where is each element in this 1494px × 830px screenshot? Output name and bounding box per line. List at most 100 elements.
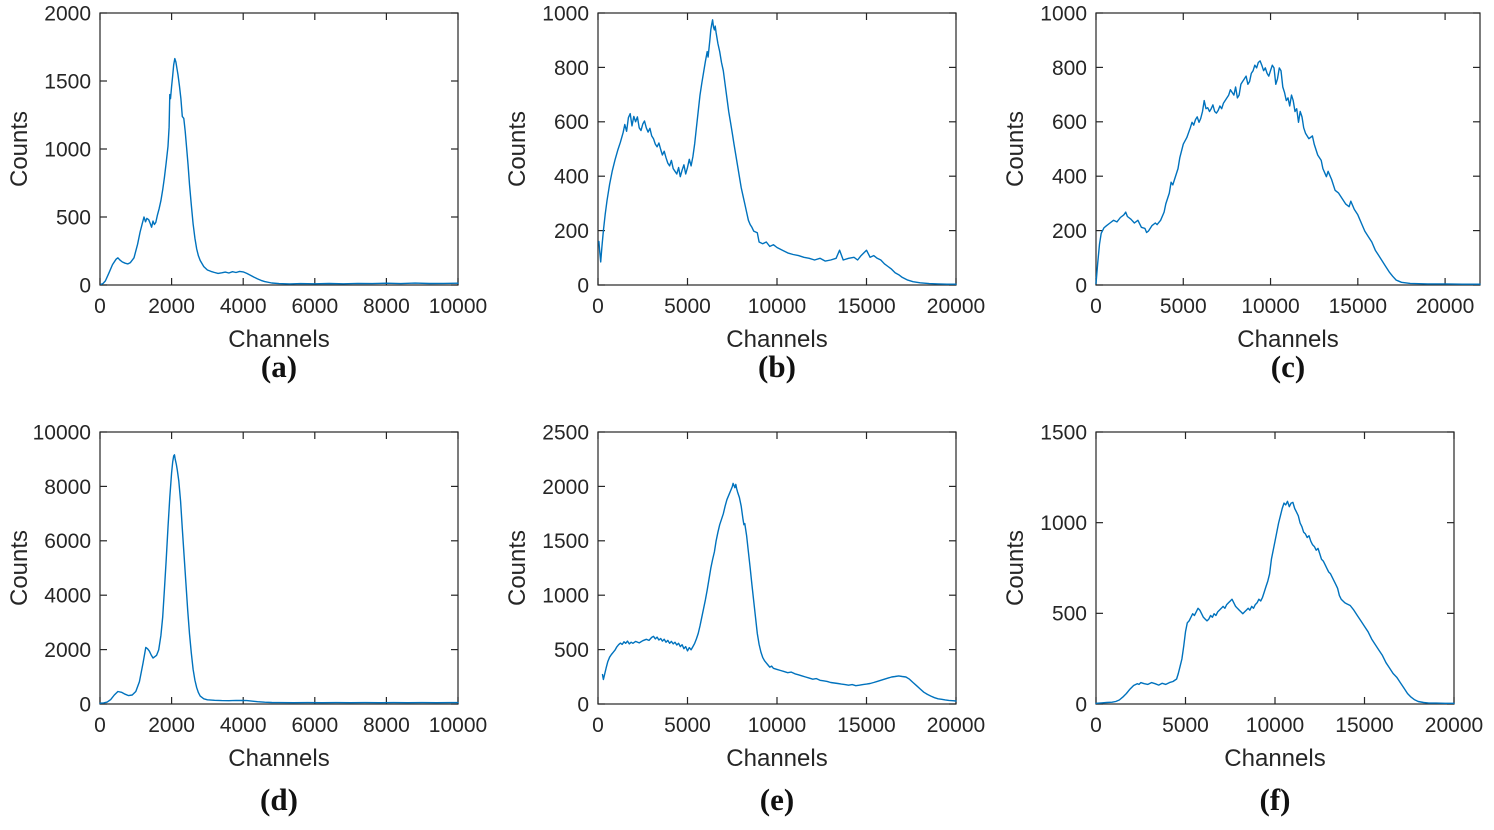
- x-tick-label: 8000: [363, 714, 410, 737]
- x-tick-label: 5000: [1160, 295, 1207, 318]
- y-tick-label: 4000: [44, 585, 91, 608]
- y-tick-label: 600: [1052, 111, 1087, 134]
- y-tick-label: 0: [79, 693, 91, 716]
- x-tick-label: 10000: [429, 295, 487, 318]
- y-tick-label: 200: [554, 220, 589, 243]
- subplot-a: 0 2000 4000 6000 8000 10000 0 500 1000 1500 2000 Ch…: [0, 0, 498, 388]
- subplot-e: 0 5000 10000 15000 20000 0 500 1000 1500 2000 2500…: [498, 388, 996, 830]
- x-tick-label: 15000: [837, 714, 895, 737]
- y-axis-label: Counts: [504, 111, 531, 187]
- subplot-caption: (c): [1271, 349, 1305, 384]
- y-tick-label: 0: [79, 274, 91, 297]
- chart-canvas-c: 0 5000 10000 15000 20000 0 200 400 600 800 1000 Cha…: [1002, 2, 1481, 384]
- y-tick-label: 2000: [542, 476, 589, 499]
- y-tick-label: 10000: [33, 421, 91, 444]
- subplot-f: 0 5000 10000 15000 20000 0 500 1000 1500 Channels…: [996, 388, 1494, 830]
- x-tick-label: 5000: [1162, 714, 1209, 737]
- x-axis-label: Channels: [228, 326, 329, 353]
- x-tick-label: 0: [1090, 714, 1102, 737]
- x-tick-label: 0: [592, 295, 604, 318]
- x-tick-label: 10000: [748, 714, 806, 737]
- y-tick-label: 1000: [542, 585, 589, 608]
- y-tick-label: 0: [1075, 274, 1087, 297]
- subplot-caption: (e): [760, 782, 794, 817]
- axis-box: [1095, 431, 1455, 705]
- x-tick-label: 5000: [664, 714, 711, 737]
- axis-box: [99, 431, 459, 705]
- y-axis-label: Counts: [6, 111, 33, 187]
- x-tick-label: 15000: [1335, 714, 1393, 737]
- trace-line: [100, 57, 459, 285]
- x-tick-label: 6000: [291, 714, 338, 737]
- x-axis-label: Channels: [726, 326, 827, 353]
- y-tick-label: 0: [1075, 693, 1087, 716]
- axis-box: [597, 12, 957, 286]
- y-tick-label: 0: [577, 274, 589, 297]
- y-tick-label: 1500: [1040, 421, 1087, 444]
- y-tick-label: 500: [56, 206, 91, 229]
- trace-line: [99, 454, 459, 704]
- y-tick-label: 1000: [542, 2, 589, 25]
- x-tick-label: 10000: [748, 295, 806, 318]
- x-tick-label: 0: [592, 714, 604, 737]
- x-tick-label: 6000: [291, 295, 338, 318]
- x-tick-label: 10000: [1241, 295, 1299, 318]
- chart-canvas-a: 0 2000 4000 6000 8000 10000 0 500 1000 1500 2000 Ch…: [6, 2, 487, 384]
- x-tick-label: 20000: [1425, 714, 1483, 737]
- y-tick-label: 6000: [44, 530, 91, 553]
- y-tick-label: 500: [554, 639, 589, 662]
- x-tick-label: 15000: [1329, 295, 1387, 318]
- subplot-caption: (d): [260, 782, 298, 817]
- x-tick-label: 0: [94, 714, 106, 737]
- y-axis-label: Counts: [1002, 111, 1029, 187]
- x-axis-label: Channels: [1237, 326, 1338, 353]
- subplot-caption: (b): [758, 349, 796, 384]
- x-tick-label: 4000: [220, 714, 267, 737]
- x-tick-label: 10000: [429, 714, 487, 737]
- y-tick-label: 1500: [44, 70, 91, 93]
- x-tick-label: 2000: [148, 295, 195, 318]
- x-tick-label: 10000: [1246, 714, 1304, 737]
- trace-line: [601, 482, 957, 702]
- subplot-caption: (a): [261, 349, 297, 384]
- x-tick-label: 20000: [927, 714, 985, 737]
- chart-canvas-f: 0 5000 10000 15000 20000 0 500 1000 1500 Channels…: [1002, 421, 1483, 817]
- y-tick-label: 500: [1052, 603, 1087, 626]
- y-tick-label: 2000: [44, 2, 91, 25]
- axis-box: [99, 12, 459, 286]
- trace-line: [1095, 60, 1481, 285]
- y-axis-label: Counts: [6, 530, 33, 606]
- chart-canvas-b: 0 5000 10000 15000 20000 0 200 400 600 800 1000 Cha…: [504, 2, 985, 384]
- y-tick-label: 200: [1052, 220, 1087, 243]
- y-axis-label: Counts: [1002, 530, 1029, 606]
- y-tick-label: 400: [554, 166, 589, 189]
- x-tick-label: 15000: [837, 295, 895, 318]
- subplot-caption: (f): [1260, 782, 1291, 817]
- x-tick-label: 20000: [1416, 295, 1474, 318]
- x-tick-label: 5000: [664, 295, 711, 318]
- subplot-c: 0 5000 10000 15000 20000 0 200 400 600 800 1000 Cha…: [996, 0, 1494, 388]
- y-tick-label: 0: [577, 693, 589, 716]
- y-tick-label: 400: [1052, 166, 1087, 189]
- y-tick-label: 8000: [44, 476, 91, 499]
- x-tick-label: 0: [94, 295, 106, 318]
- x-axis-label: Channels: [1224, 745, 1325, 772]
- axis-box: [597, 431, 957, 705]
- y-tick-label: 600: [554, 111, 589, 134]
- y-tick-label: 1500: [542, 530, 589, 553]
- x-tick-label: 8000: [363, 295, 410, 318]
- trace-line: [598, 19, 957, 285]
- trace-line: [1095, 500, 1455, 704]
- y-tick-label: 2000: [44, 639, 91, 662]
- y-tick-label: 1000: [1040, 512, 1087, 535]
- axis-box: [1095, 12, 1481, 286]
- chart-canvas-e: 0 5000 10000 15000 20000 0 500 1000 1500 2000 2500…: [504, 421, 985, 817]
- x-tick-label: 20000: [927, 295, 985, 318]
- subplot-b: 0 5000 10000 15000 20000 0 200 400 600 800 1000 Cha…: [498, 0, 996, 388]
- y-tick-label: 2500: [542, 421, 589, 444]
- y-tick-label: 800: [554, 57, 589, 80]
- x-axis-label: Channels: [726, 745, 827, 772]
- x-tick-label: 4000: [220, 295, 267, 318]
- x-axis-label: Channels: [228, 745, 329, 772]
